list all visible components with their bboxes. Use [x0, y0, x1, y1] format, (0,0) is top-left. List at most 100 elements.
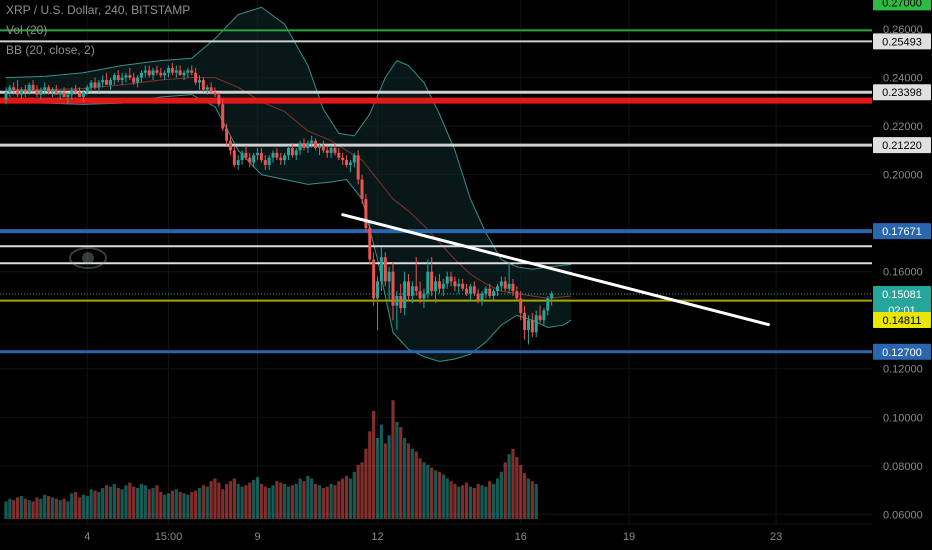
- symbol-title[interactable]: XRP / U.S. Dollar, 240, BITSTAMP: [6, 3, 191, 17]
- candle-body: [372, 259, 376, 299]
- volume-bar: [290, 485, 294, 519]
- price-tick-label: 0.16000: [883, 267, 923, 279]
- volume-bar: [259, 483, 264, 519]
- candle-body: [511, 283, 515, 292]
- price-badge-label: 0.12700: [882, 347, 922, 359]
- volume-bar: [507, 454, 511, 519]
- candle-body: [515, 291, 519, 299]
- volume-bar: [35, 497, 39, 519]
- volume-bar: [403, 438, 407, 519]
- volume-indicator-label[interactable]: Vol (20): [6, 23, 48, 37]
- volume-bar: [112, 483, 116, 519]
- volume-bar: [213, 478, 217, 519]
- volume-bar: [317, 485, 322, 519]
- volume-bar: [445, 478, 449, 519]
- bollinger-indicator-label[interactable]: BB (20, close, 2): [6, 43, 95, 57]
- candle-body: [213, 92, 217, 95]
- volume-bar: [526, 478, 531, 519]
- volume-bar: [135, 487, 140, 519]
- candle-body: [23, 89, 27, 93]
- price-axis[interactable]: 0.26000 0.24000 0.22000 0.20000 0.16000 0.120…: [883, 24, 923, 521]
- candle-body: [178, 70, 182, 76]
- eye-icon[interactable]: [68, 244, 108, 272]
- candle-body: [190, 70, 194, 73]
- volume-bar: [437, 471, 442, 519]
- candle-body: [461, 283, 465, 289]
- candle-body: [406, 281, 410, 296]
- volume-bar: [364, 448, 368, 519]
- candle-body: [488, 288, 492, 296]
- candle-body: [201, 80, 205, 90]
- candle-body: [263, 160, 267, 165]
- candle-body: [151, 70, 155, 76]
- candle-body: [85, 87, 89, 93]
- candle-body: [16, 89, 20, 95]
- time-axis[interactable]: 4 15:00 9 12 16 19 23: [0, 523, 872, 543]
- candle-body: [186, 70, 190, 73]
- candle-body: [399, 295, 403, 309]
- volume-bar: [511, 448, 515, 519]
- candle-body: [259, 152, 263, 161]
- candle-body: [139, 72, 143, 78]
- volume-bar: [12, 500, 16, 519]
- volume-bar: [267, 487, 271, 519]
- volume-bar: [449, 481, 453, 519]
- candle-body: [271, 152, 275, 158]
- volume-bar: [205, 486, 209, 519]
- candle-body: [507, 283, 511, 289]
- volume-bar: [74, 492, 78, 519]
- candle-body: [526, 320, 530, 330]
- candle-body: [89, 82, 93, 88]
- volume-bar: [186, 494, 190, 519]
- horizontal-levels[interactable]: [0, 29, 872, 354]
- candle-body: [403, 281, 407, 309]
- trendline-segment: [341, 213, 770, 327]
- candle-body: [476, 293, 480, 301]
- volume-bar: [286, 486, 291, 519]
- candle-body: [410, 286, 414, 296]
- candle-body: [364, 198, 368, 229]
- candle-body: [108, 80, 112, 85]
- volume-bar: [433, 470, 438, 519]
- volume-bar: [325, 486, 329, 519]
- candle-body: [101, 80, 105, 83]
- candle-body: [468, 286, 472, 294]
- candle-body: [530, 320, 534, 333]
- volume-bar: [383, 443, 387, 519]
- candle-body: [449, 276, 453, 282]
- candle-body: [205, 87, 209, 90]
- candle-body: [50, 89, 54, 93]
- candle-body: [445, 276, 449, 284]
- volume-bar: [441, 474, 445, 519]
- trendline[interactable]: [341, 213, 770, 327]
- candle-body: [383, 257, 387, 282]
- candle-body: [136, 77, 140, 83]
- candle-body: [523, 312, 527, 330]
- volume-bar: [252, 479, 256, 519]
- volume-bar: [228, 481, 233, 519]
- volume-bar: [236, 483, 240, 519]
- candle-body: [495, 286, 499, 292]
- candle-body: [310, 140, 314, 144]
- candle-body: [437, 281, 441, 289]
- volume-bar: [461, 485, 465, 519]
- volume-bar: [492, 483, 496, 519]
- candle-body: [480, 293, 484, 301]
- candle-body: [453, 281, 457, 287]
- candle-body: [337, 152, 341, 158]
- candle-body: [387, 271, 391, 282]
- candle-body: [105, 80, 109, 85]
- volume-bar: [143, 485, 147, 519]
- volume-bar: [159, 492, 163, 519]
- volume-bar: [132, 486, 136, 519]
- volume-bar: [468, 486, 472, 519]
- volume-bar: [31, 501, 35, 519]
- volume-bar: [341, 478, 345, 519]
- candle-body: [167, 67, 171, 73]
- time-tick-label: 9: [254, 531, 260, 543]
- volume-bar: [418, 458, 422, 519]
- candle-body: [472, 286, 476, 294]
- price-tick-label: 0.22000: [883, 121, 923, 133]
- candle-body: [70, 89, 74, 95]
